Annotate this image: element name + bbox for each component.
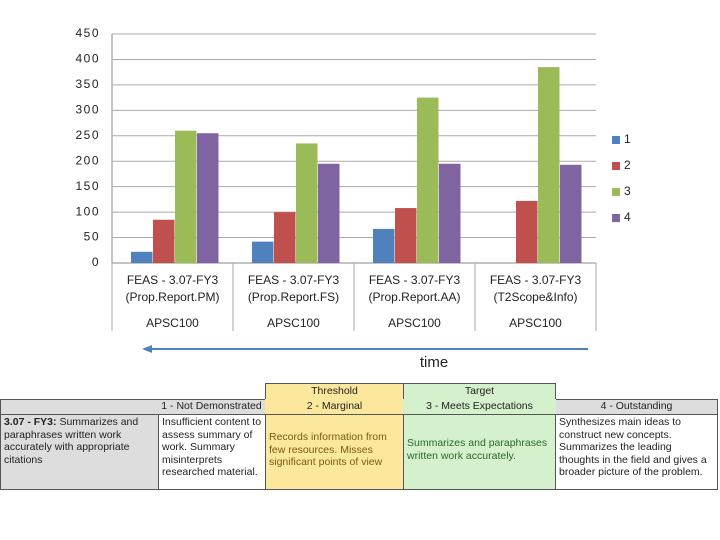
legend-label: 1 bbox=[624, 132, 631, 146]
y-tick-label: 300 bbox=[75, 103, 100, 117]
y-tick-label: 100 bbox=[75, 204, 100, 218]
legend-swatch bbox=[612, 162, 620, 170]
bar bbox=[439, 163, 461, 263]
x-tick-sublabel: (Prop.Report.AA) bbox=[368, 290, 460, 304]
header: 1 - Not Demonstrated bbox=[161, 400, 262, 412]
y-tick-label: 400 bbox=[75, 52, 100, 66]
bar bbox=[516, 200, 538, 263]
header: 2 - Marginal bbox=[265, 399, 404, 415]
y-tick-label: 0 bbox=[92, 255, 100, 269]
bar bbox=[175, 130, 197, 263]
x-tick-sublabel: (T2Scope&Info) bbox=[493, 290, 577, 304]
bar bbox=[252, 241, 274, 263]
bar bbox=[274, 212, 296, 263]
rubric-table: Threshold Target 1 - Not Demonstrated 2 … bbox=[0, 383, 720, 490]
bar bbox=[373, 228, 395, 263]
y-tick-label: 50 bbox=[84, 230, 100, 244]
x-group-label: APSC100 bbox=[388, 316, 441, 330]
legend-swatch bbox=[612, 136, 620, 144]
y-tick-label: 150 bbox=[75, 179, 100, 193]
y-tick-label: 350 bbox=[75, 77, 100, 91]
criterion-code: 3.07 - FY3: bbox=[4, 416, 57, 428]
y-tick-label: 200 bbox=[75, 153, 100, 167]
bar bbox=[197, 133, 219, 263]
legend-label: 2 bbox=[624, 158, 631, 172]
description: Records information from few resources. … bbox=[265, 414, 404, 490]
bar bbox=[296, 143, 318, 263]
x-group-label: APSC100 bbox=[267, 316, 320, 330]
annotation: time bbox=[420, 354, 448, 371]
y-tick-label: 450 bbox=[75, 26, 100, 40]
legend-label: 3 bbox=[624, 184, 631, 198]
band-threshold: Threshold bbox=[265, 383, 404, 400]
x-tick-label: FEAS - 3.07-FY3 bbox=[127, 273, 219, 287]
x-tick-sublabel: (Prop.Report.PM) bbox=[125, 290, 219, 304]
x-tick-label: FEAS - 3.07-FY3 bbox=[490, 273, 582, 287]
x-tick-sublabel: (Prop.Report.FS) bbox=[248, 290, 339, 304]
legend-swatch bbox=[612, 188, 620, 196]
bar bbox=[131, 251, 153, 263]
bar bbox=[417, 97, 439, 263]
header: 3 - Meets Expectations bbox=[403, 399, 556, 415]
criterion-text: Summarizes and paraphrases written work … bbox=[4, 416, 139, 466]
bar bbox=[153, 219, 175, 263]
x-tick-label: FEAS - 3.07-FY3 bbox=[369, 273, 461, 287]
bar bbox=[560, 164, 582, 263]
bar bbox=[318, 163, 340, 263]
legend-label: 4 bbox=[624, 210, 631, 224]
band-target: Target bbox=[403, 383, 556, 400]
arrow-head bbox=[142, 345, 152, 353]
x-tick-label: FEAS - 3.07-FY3 bbox=[248, 273, 340, 287]
chart: time 0 50 100 150 200 250 300 350 400 450 FEAS - 3… bbox=[75, 26, 631, 371]
criterion: 3.07 - FY3: Summarizes and paraphrases w… bbox=[0, 414, 159, 490]
header: 4 - Outstanding bbox=[600, 400, 673, 412]
bar bbox=[395, 208, 417, 263]
description: Summarizes and paraphrases written work … bbox=[403, 414, 556, 490]
description: Synthesizes main ideas to construct new … bbox=[555, 414, 718, 490]
legend-swatch bbox=[612, 214, 620, 222]
bar bbox=[538, 67, 560, 263]
y-tick-label: 250 bbox=[75, 128, 100, 142]
description: Insufficient content to assess summary o… bbox=[158, 414, 266, 490]
x-group-label: APSC100 bbox=[509, 316, 562, 330]
x-group-label: APSC100 bbox=[146, 316, 199, 330]
